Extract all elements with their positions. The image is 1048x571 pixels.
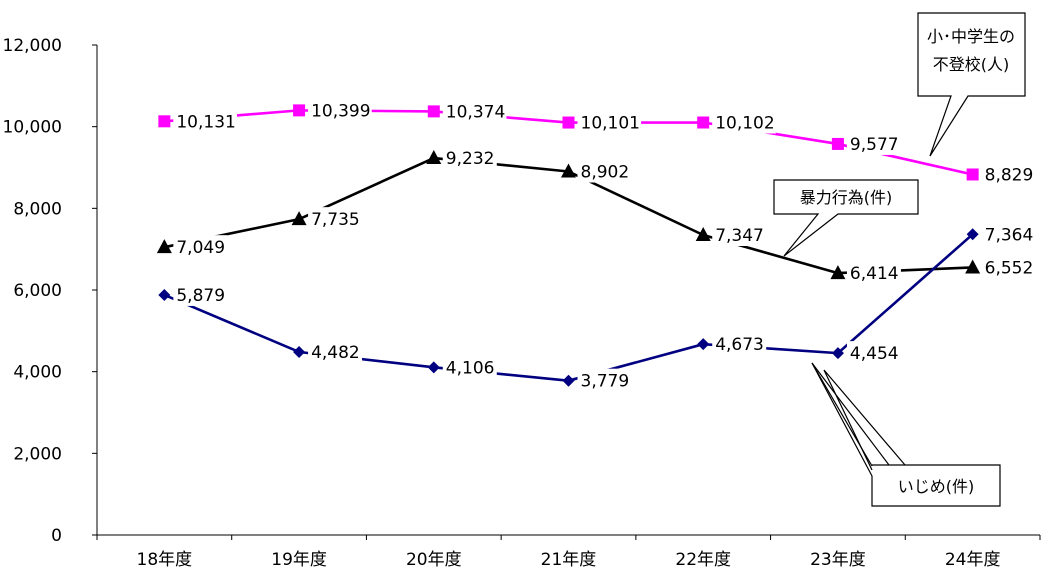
data-label: 8,902: [581, 163, 630, 183]
data-label: 5,879: [176, 286, 225, 306]
callout-ijime: いじめ(件): [811, 362, 1001, 507]
data-point-square: [562, 116, 575, 129]
x-tick-label: 22年度: [675, 550, 731, 570]
x-tick-label: 20年度: [406, 550, 462, 570]
data-label-bg: [981, 162, 1036, 186]
data-label: 4,482: [311, 343, 360, 363]
y-tick-label: 0: [51, 526, 62, 546]
data-label-bg: [442, 355, 497, 379]
callout-boryoku: 暴力行為(件): [773, 179, 919, 257]
data-label-bg: [173, 235, 228, 259]
data-point-diamond: [158, 288, 171, 301]
data-label-bg: [308, 339, 363, 363]
data-point-square: [966, 168, 979, 181]
x-tick-label: 19年度: [271, 550, 327, 570]
data-point-triangle: [291, 211, 307, 226]
data-label: 10,374: [446, 102, 505, 122]
data-label: 7,364: [985, 225, 1034, 245]
data-label: 7,347: [715, 226, 764, 246]
data-label: 10,131: [176, 112, 235, 132]
data-label-bg: [442, 99, 507, 123]
data-label-bg: [577, 368, 632, 392]
data-label: 7,735: [311, 210, 360, 230]
data-label-bg: [846, 131, 901, 155]
data-label: 4,673: [715, 335, 764, 355]
callout-label: いじめ(件): [898, 477, 975, 496]
data-point-triangle: [830, 265, 846, 280]
data-point-triangle: [695, 226, 711, 241]
callout-box: [773, 179, 919, 257]
data-label: 4,454: [850, 344, 899, 364]
callout-label: 暴力行為(件): [800, 188, 893, 207]
data-point-diamond: [562, 374, 575, 387]
data-label-bg: [442, 146, 497, 170]
callout-box: [917, 12, 1026, 157]
data-label-bg: [981, 222, 1036, 246]
callout-pointer: [823, 369, 906, 471]
data-point-square: [697, 116, 710, 129]
data-label-bg: [846, 341, 901, 365]
x-tick-label: 18年度: [137, 550, 193, 570]
data-point-triangle: [156, 239, 172, 254]
data-label: 10,102: [715, 114, 774, 134]
data-label: 8,829: [985, 165, 1034, 185]
callout-label: 小･中学生の: [927, 27, 1015, 46]
data-label-bg: [712, 332, 767, 356]
data-label: 4,106: [446, 358, 495, 378]
callout-label: 不登校(人): [933, 55, 1010, 74]
data-label-bg: [308, 207, 363, 231]
data-label-bg: [173, 282, 228, 306]
axes: 0 2,000 4,000 6,000 8,000 10,000 12,000 18年度 19年…: [3, 36, 1041, 570]
data-label: 7,049: [176, 238, 225, 258]
y-tick-label: 2,000: [13, 444, 62, 464]
data-label-bg: [173, 109, 237, 133]
data-point-diamond: [427, 361, 440, 374]
data-point-triangle: [426, 150, 442, 165]
data-label: 3,779: [581, 372, 630, 392]
data-point-square: [293, 104, 306, 117]
x-tick-label: 24年度: [945, 550, 1001, 570]
data-labels: 10,131 10,399 10,374 10,101 10,102 9,577 8,829…: [173, 98, 1036, 392]
data-point-diamond: [293, 345, 306, 358]
x-tick-label: 21年度: [541, 550, 597, 570]
data-label: 9,232: [446, 149, 495, 169]
data-label-bg: [577, 159, 632, 183]
callout-box: [811, 362, 1001, 507]
data-label-bg: [712, 110, 776, 134]
data-label: 9,577: [850, 135, 899, 155]
data-label-bg: [981, 255, 1036, 279]
data-point-diamond: [831, 347, 844, 360]
data-point-square: [427, 105, 440, 118]
data-label: 10,101: [581, 114, 640, 134]
data-label: 10,399: [311, 101, 370, 121]
y-tick-label: 10,000: [3, 118, 62, 138]
data-point-diamond: [697, 338, 710, 351]
data-label: 6,552: [985, 258, 1034, 278]
y-tick-label: 6,000: [13, 281, 62, 301]
data-point-diamond: [966, 228, 979, 241]
data-label: 6,414: [850, 264, 899, 284]
x-tick-label: 23年度: [810, 550, 866, 570]
y-tick-label: 8,000: [13, 199, 62, 219]
data-point-triangle: [561, 163, 576, 178]
series-markers: [156, 104, 981, 387]
y-tick-label: 4,000: [13, 363, 62, 383]
data-label-bg: [846, 261, 901, 285]
data-label-bg: [308, 98, 372, 122]
y-tick-label: 12,000: [3, 36, 62, 56]
data-point-square: [831, 137, 844, 150]
data-point-triangle: [965, 259, 981, 274]
data-label-bg: [577, 110, 642, 134]
data-label-bg: [712, 222, 767, 246]
data-point-square: [158, 115, 171, 128]
